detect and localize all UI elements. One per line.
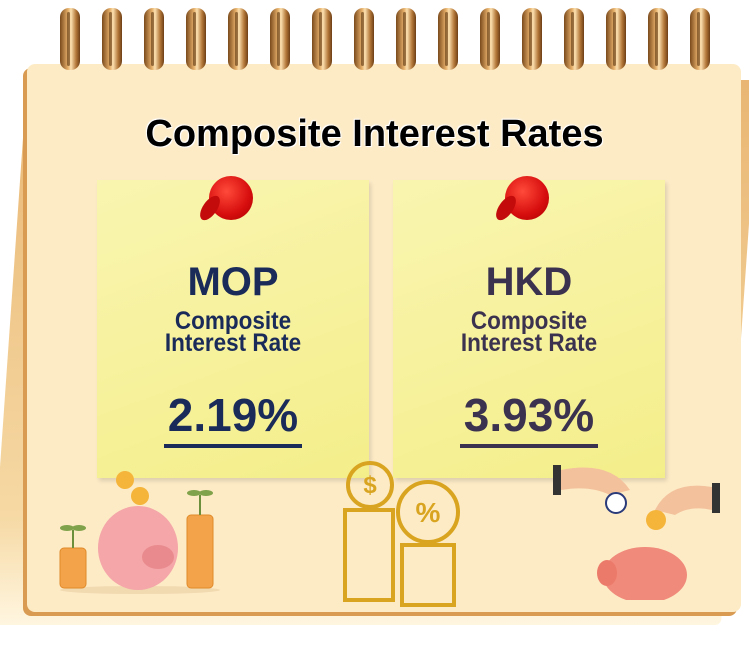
- hands-piggy-icon: [553, 465, 720, 600]
- rate-value-text: 2.19%: [163, 388, 303, 448]
- spiral-ring: [480, 8, 500, 70]
- spiral-ring: [60, 8, 80, 70]
- spiral-ring: [522, 8, 542, 70]
- piggy-bank-icon: [59, 471, 220, 594]
- spiral-ring: [606, 8, 626, 70]
- rate-value: 3.93%: [393, 388, 665, 448]
- svg-text:%: %: [416, 497, 441, 528]
- push-pin-icon: [505, 176, 549, 220]
- spiral-ring: [438, 8, 458, 70]
- spiral-ring: [270, 8, 290, 70]
- coin-stack-icon: $ %: [343, 461, 460, 607]
- currency-label: MOP: [187, 260, 279, 304]
- push-pin-icon: [209, 176, 253, 220]
- spiral-ring: [228, 8, 248, 70]
- spiral-ring: [396, 8, 416, 70]
- spiral-ring: [564, 8, 584, 70]
- rate-label-line2: Interest Rate: [164, 329, 302, 357]
- spiral-binding: [0, 8, 749, 78]
- rate-value-text: 3.93%: [459, 388, 599, 448]
- spiral-ring: [102, 8, 122, 70]
- rate-label: Composite Interest Rate: [407, 307, 652, 357]
- rate-value: 2.19%: [97, 388, 369, 448]
- spiral-ring: [690, 8, 710, 70]
- page-title: Composite Interest Rates: [145, 113, 604, 155]
- spiral-ring: [186, 8, 206, 70]
- spiral-ring: [354, 8, 374, 70]
- clock-icon: [605, 492, 627, 514]
- currency-label: HKD: [485, 260, 573, 304]
- rate-label-line2: Interest Rate: [460, 329, 598, 357]
- rate-label-line1: Composite: [470, 307, 588, 335]
- spiral-ring: [648, 8, 668, 70]
- svg-text:$: $: [363, 472, 377, 499]
- spiral-ring: [144, 8, 164, 70]
- rate-label-line1: Composite: [174, 307, 292, 335]
- rate-label: Composite Interest Rate: [111, 307, 356, 357]
- sticky-note-mop: MOP Composite Interest Rate 2.19%: [97, 176, 369, 478]
- spiral-ring: [312, 8, 332, 70]
- sticky-note-hkd: HKD Composite Interest Rate 3.93%: [393, 176, 665, 478]
